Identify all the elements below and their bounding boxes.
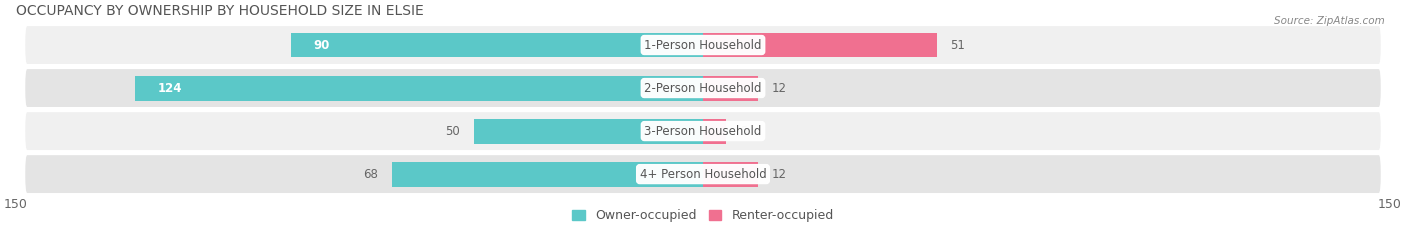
Text: 3-Person Household: 3-Person Household xyxy=(644,125,762,137)
Text: 12: 12 xyxy=(772,82,787,95)
Bar xyxy=(392,162,703,187)
Text: 2-Person Household: 2-Person Household xyxy=(644,82,762,95)
FancyBboxPatch shape xyxy=(25,112,1381,150)
Text: Source: ZipAtlas.com: Source: ZipAtlas.com xyxy=(1274,16,1385,26)
FancyBboxPatch shape xyxy=(25,69,1381,107)
Text: 68: 68 xyxy=(363,168,378,181)
Bar xyxy=(703,119,725,144)
Bar xyxy=(474,119,703,144)
Text: 51: 51 xyxy=(950,38,965,51)
Bar xyxy=(703,75,758,100)
Text: 12: 12 xyxy=(772,168,787,181)
Text: OCCUPANCY BY OWNERSHIP BY HOUSEHOLD SIZE IN ELSIE: OCCUPANCY BY OWNERSHIP BY HOUSEHOLD SIZE… xyxy=(15,4,423,18)
FancyBboxPatch shape xyxy=(25,155,1381,193)
Text: 50: 50 xyxy=(446,125,460,137)
Bar xyxy=(703,33,936,58)
FancyBboxPatch shape xyxy=(25,26,1381,64)
Text: 5: 5 xyxy=(740,125,747,137)
Legend: Owner-occupied, Renter-occupied: Owner-occupied, Renter-occupied xyxy=(568,204,838,227)
Bar xyxy=(703,162,758,187)
Text: 90: 90 xyxy=(314,38,330,51)
Bar xyxy=(135,75,703,100)
Bar xyxy=(291,33,703,58)
Text: 124: 124 xyxy=(157,82,183,95)
Text: 1-Person Household: 1-Person Household xyxy=(644,38,762,51)
Text: 4+ Person Household: 4+ Person Household xyxy=(640,168,766,181)
